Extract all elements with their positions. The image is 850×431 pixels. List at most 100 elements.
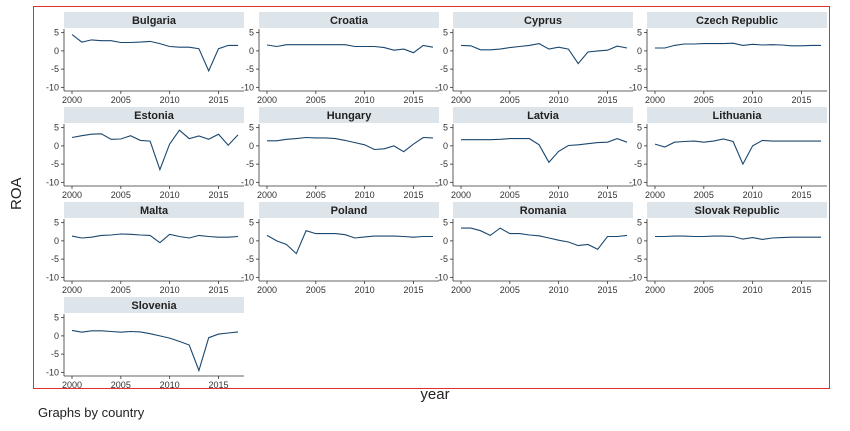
y-tick-label: 0 [249, 46, 254, 56]
x-tick-label: 2005 [500, 95, 520, 105]
x-tick-label: 2015 [403, 95, 423, 105]
roa-series-line [654, 138, 821, 166]
y-tick-label: 5 [249, 28, 254, 38]
y-tick-label: -10 [435, 272, 448, 282]
y-tick-label: 0 [443, 141, 448, 151]
x-axis-title: year [420, 386, 450, 403]
y-tick-label: 0 [637, 46, 642, 56]
x-tick-label: 2005 [306, 95, 326, 105]
panel-header [64, 107, 244, 123]
y-tick-label: -10 [629, 82, 642, 92]
panel-title: Latvia [527, 110, 560, 122]
roa-series-line [655, 235, 821, 240]
y-tick-label: -5 [440, 254, 448, 264]
x-tick-label: 2015 [597, 95, 617, 105]
y-tick-label: -5 [440, 64, 448, 74]
panel-title: Croatia [330, 15, 369, 27]
x-tick-label: 2010 [160, 285, 180, 295]
x-tick-label: 2010 [549, 95, 569, 105]
x-tick-label: 2010 [355, 190, 375, 200]
x-tick-label: 2010 [743, 95, 763, 105]
y-tick-label: 0 [54, 236, 59, 246]
y-tick-label: 0 [54, 331, 59, 341]
y-tick-label: -10 [241, 177, 254, 187]
x-tick-label: 2010 [160, 380, 180, 390]
panel-title: Bulgaria [132, 15, 177, 27]
x-tick-label: 2015 [208, 285, 228, 295]
y-tick-label: -10 [241, 272, 254, 282]
roa-series-line [266, 230, 433, 255]
y-tick-label: 0 [637, 141, 642, 151]
y-tick-label: -10 [46, 82, 59, 92]
panel-header [647, 12, 827, 28]
x-tick-label: 2015 [791, 190, 811, 200]
y-tick-label: -10 [435, 82, 448, 92]
x-tick-label: 2015 [403, 285, 423, 295]
x-tick-label: 2005 [111, 380, 131, 390]
y-tick-label: 0 [54, 46, 59, 56]
y-tick-label: -5 [634, 64, 642, 74]
y-tick-label: -5 [51, 349, 59, 359]
y-tick-label: -5 [246, 64, 254, 74]
x-tick-label: 2015 [208, 95, 228, 105]
x-tick-label: 2010 [355, 285, 375, 295]
x-tick-label: 2005 [694, 95, 714, 105]
x-tick-label: 2000 [62, 95, 82, 105]
y-tick-label: 0 [249, 141, 254, 151]
y-tick-label: 0 [249, 236, 254, 246]
roa-series-line [71, 34, 238, 73]
x-tick-label: 2005 [306, 285, 326, 295]
y-tick-label: -5 [246, 159, 254, 169]
x-tick-label: 2000 [62, 380, 82, 390]
panel-title: Estonia [134, 110, 175, 122]
panel-title: Hungary [327, 110, 373, 122]
panel-header [647, 202, 827, 218]
x-tick-label: 2010 [549, 285, 569, 295]
x-tick-label: 2000 [451, 285, 471, 295]
panel-title: Malta [140, 205, 169, 217]
x-tick-label: 2015 [208, 190, 228, 200]
y-tick-label: -10 [46, 177, 59, 187]
x-tick-label: 2015 [791, 95, 811, 105]
x-tick-label: 2010 [355, 95, 375, 105]
panel-title: Lithuania [713, 110, 763, 122]
y-tick-label: 5 [637, 28, 642, 38]
x-tick-label: 2010 [743, 190, 763, 200]
y-tick-label: 0 [54, 141, 59, 151]
x-tick-label: 2005 [111, 190, 131, 200]
y-tick-label: -5 [246, 254, 254, 264]
y-tick-label: -10 [435, 177, 448, 187]
panel-title: Poland [331, 205, 368, 217]
x-tick-label: 2010 [549, 190, 569, 200]
panel-header [64, 12, 244, 28]
x-tick-label: 2005 [500, 190, 520, 200]
y-tick-label: 5 [443, 28, 448, 38]
y-tick-label: 5 [249, 218, 254, 228]
y-tick-label: 0 [637, 236, 642, 246]
x-tick-label: 2000 [451, 95, 471, 105]
roa-series-line [71, 129, 239, 172]
roa-series-line [461, 138, 628, 164]
x-tick-label: 2010 [743, 285, 763, 295]
roa-series-line [267, 136, 434, 153]
panel-header [453, 202, 633, 218]
roa-series-line [460, 43, 628, 65]
x-tick-label: 2015 [208, 380, 228, 390]
panel-title: Czech Republic [696, 15, 778, 27]
panel-header [453, 12, 633, 28]
y-tick-label: -5 [440, 159, 448, 169]
y-tick-label: -5 [51, 64, 59, 74]
y-tick-label: 5 [54, 28, 59, 38]
y-tick-label: 5 [54, 313, 59, 323]
figure-border [33, 6, 830, 389]
